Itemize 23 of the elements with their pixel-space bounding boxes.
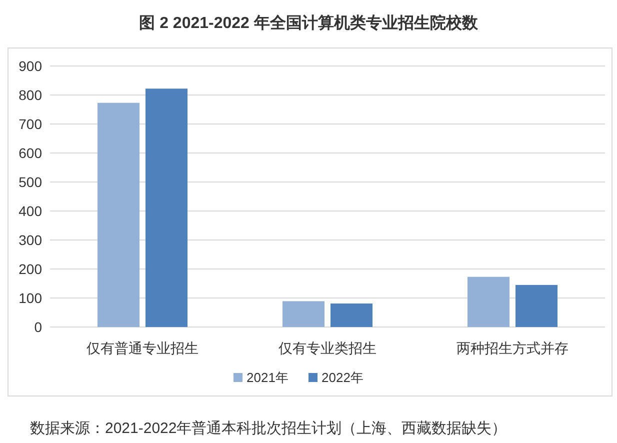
y-tick-label: 300: [18, 232, 42, 248]
x-tick-label: 仅有专业类招生: [278, 340, 376, 356]
x-tick-label: 仅有普通专业招生: [86, 340, 198, 356]
legend-label: 2022年: [322, 370, 364, 385]
bar: [282, 301, 324, 327]
x-tick-label: 两种招生方式并存: [456, 340, 568, 356]
bar: [98, 102, 140, 327]
bar: [146, 88, 188, 327]
y-tick-label: 800: [18, 87, 42, 103]
y-tick-label: 400: [18, 203, 42, 219]
chart-title: 图 2 2021-2022 年全国计算机类专业招生院校数: [139, 14, 479, 32]
bar: [468, 276, 510, 327]
y-tick-label: 200: [18, 261, 42, 277]
y-tick-label: 0: [34, 319, 42, 335]
y-tick-label: 500: [18, 174, 42, 190]
source-note: 数据来源：2021-2022年普通本科批次招生计划（上海、西藏数据缺失）: [30, 420, 507, 437]
bar: [516, 284, 558, 327]
y-tick-label: 900: [18, 58, 42, 74]
y-tick-label: 700: [18, 116, 42, 132]
y-tick-label: 600: [18, 145, 42, 161]
legend-label: 2021年: [246, 370, 288, 385]
bar: [330, 304, 372, 327]
y-tick-label: 100: [18, 290, 42, 306]
